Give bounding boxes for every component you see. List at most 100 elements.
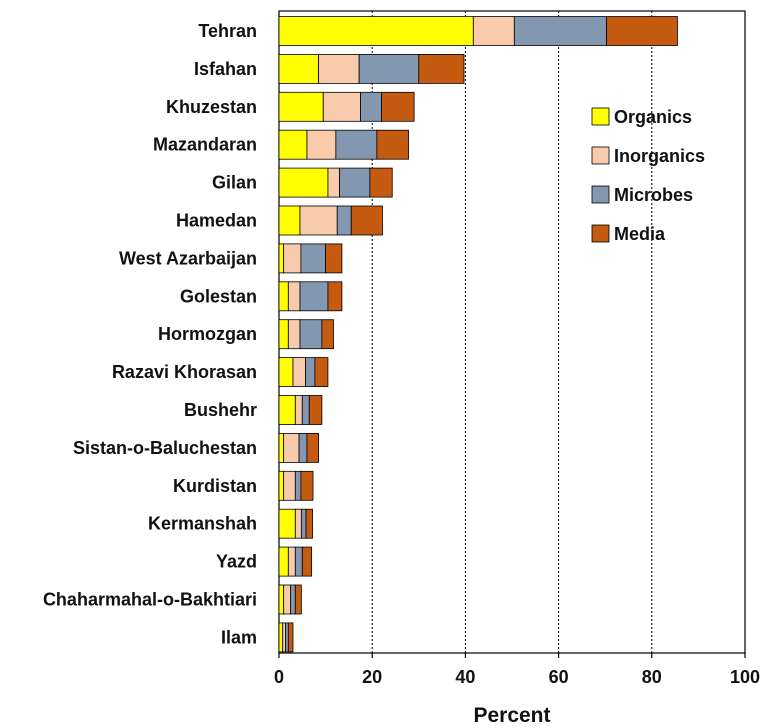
x-axis-ticks: 0 20 40 60 80 100 xyxy=(274,653,760,687)
category-label: Hamedan xyxy=(176,211,257,231)
category-label: Kermanshah xyxy=(148,514,257,534)
x-tick-label: 0 xyxy=(274,667,284,687)
category-label: Sistan-o-Baluchestan xyxy=(73,438,257,458)
bar-segment-inorganics xyxy=(299,205,338,236)
bar-segment-media xyxy=(314,357,329,388)
category-label: Golestan xyxy=(180,286,257,306)
bar-segment-inorganics xyxy=(287,546,296,577)
bar-segment-microbes xyxy=(300,243,327,274)
bar-segment-inorganics xyxy=(287,319,301,350)
bar-segment-inorganics xyxy=(283,432,300,463)
bar-segment-microbes xyxy=(360,91,382,122)
gridlines xyxy=(371,11,653,653)
bar-segment-media xyxy=(301,546,313,577)
bar-segment-organics xyxy=(278,622,284,653)
category-label: Khuzestan xyxy=(166,97,257,117)
bar-segment-microbes xyxy=(294,470,302,501)
bar-segment-organics xyxy=(278,470,285,501)
bar-segment-microbes xyxy=(335,129,378,160)
bar-segment-microbes xyxy=(339,167,371,198)
category-label: Gilan xyxy=(212,173,257,193)
category-labels: Tehran Isfahan Khuzestan Mazandaran Gilan Ham… xyxy=(43,21,257,647)
legend-swatch-organics xyxy=(591,107,610,126)
bar-segment-inorganics xyxy=(282,622,286,653)
bar-segment-organics xyxy=(278,205,301,236)
bar-segment-microbes xyxy=(301,395,310,425)
bar-segment-microbes xyxy=(298,432,308,463)
bar-segment-inorganics xyxy=(283,243,302,274)
bar-segment-media xyxy=(306,432,320,463)
category-label: Chaharmahal-o-Bakhtiari xyxy=(43,590,257,610)
bar-segment-media xyxy=(287,622,294,653)
category-label: Tehran xyxy=(198,21,257,41)
bar-segment-media xyxy=(606,16,678,46)
bar-segment-organics xyxy=(278,432,285,463)
bar-segment-inorganics xyxy=(294,508,302,539)
bar-segment-media xyxy=(350,205,383,236)
category-label: Yazd xyxy=(216,552,257,572)
bar-segment-organics xyxy=(278,16,474,46)
x-tick-label: 40 xyxy=(455,667,475,687)
bar-segment-organics xyxy=(278,167,329,198)
bars xyxy=(278,16,678,653)
bar-segment-media xyxy=(369,167,393,198)
bar-segment-inorganics xyxy=(472,16,515,46)
bar-segment-media xyxy=(305,508,313,539)
x-tick-label: 100 xyxy=(730,667,760,687)
bar-segment-inorganics xyxy=(306,129,337,160)
legend: Organics Inorganics Microbes Media xyxy=(591,107,705,244)
x-axis-title: Percent xyxy=(473,704,550,727)
legend-swatch-inorganics xyxy=(591,146,610,165)
bar-segment-inorganics xyxy=(287,281,301,312)
bar-segment-inorganics xyxy=(283,584,292,615)
bar-segment-microbes xyxy=(336,205,352,236)
category-label: Razavi Khorasan xyxy=(112,362,257,382)
bar-segment-organics xyxy=(278,319,289,350)
category-label: Ilam xyxy=(221,627,257,647)
legend-label: Media xyxy=(614,224,666,244)
bar-segment-media xyxy=(327,281,343,312)
bar-segment-microbes xyxy=(299,281,329,312)
legend-swatch-media xyxy=(591,224,610,243)
category-label: Bushehr xyxy=(184,400,257,420)
bar-segment-media xyxy=(325,243,343,274)
legend-swatch-microbes xyxy=(591,185,610,204)
bar-segment-organics xyxy=(278,357,294,388)
bar-segment-media xyxy=(376,129,409,160)
x-tick-label: 20 xyxy=(362,667,382,687)
bar-segment-media xyxy=(300,470,314,501)
bar-segment-inorganics xyxy=(327,167,340,198)
bar-segment-media xyxy=(321,319,334,350)
bar-segment-media xyxy=(418,54,465,84)
category-label: West Azarbaijan xyxy=(119,248,257,268)
bar-segment-microbes xyxy=(513,16,607,46)
bar-segment-microbes xyxy=(290,584,296,615)
x-tick-label: 80 xyxy=(642,667,662,687)
legend-label: Microbes xyxy=(614,185,693,205)
bar-segment-microbes xyxy=(294,546,303,577)
bar-segment-organics xyxy=(278,508,296,539)
category-label: Hormozgan xyxy=(158,324,257,344)
bar-segment-organics xyxy=(278,129,308,160)
bar-segment-inorganics xyxy=(292,357,306,388)
bar-segment-media xyxy=(294,584,302,615)
bar-segment-organics xyxy=(278,91,324,122)
category-label: Kurdistan xyxy=(173,476,257,496)
bar-segment-organics xyxy=(278,395,296,425)
bar-segment-microbes xyxy=(300,508,307,539)
bar-segment-microbes xyxy=(285,622,289,653)
category-label: Isfahan xyxy=(194,59,257,79)
bar-segment-organics xyxy=(278,546,289,577)
bar-segment-organics xyxy=(278,54,320,84)
bar-segment-inorganics xyxy=(283,470,296,501)
bar-segment-inorganics xyxy=(294,395,303,425)
category-label: Mazandaran xyxy=(153,135,257,155)
bar-segment-microbes xyxy=(299,319,323,350)
legend-label: Inorganics xyxy=(614,146,705,166)
bar-segment-microbes xyxy=(358,54,420,84)
bar-segment-microbes xyxy=(305,357,316,388)
bar-segment-organics xyxy=(278,243,285,274)
bar-segment-inorganics xyxy=(318,54,360,84)
